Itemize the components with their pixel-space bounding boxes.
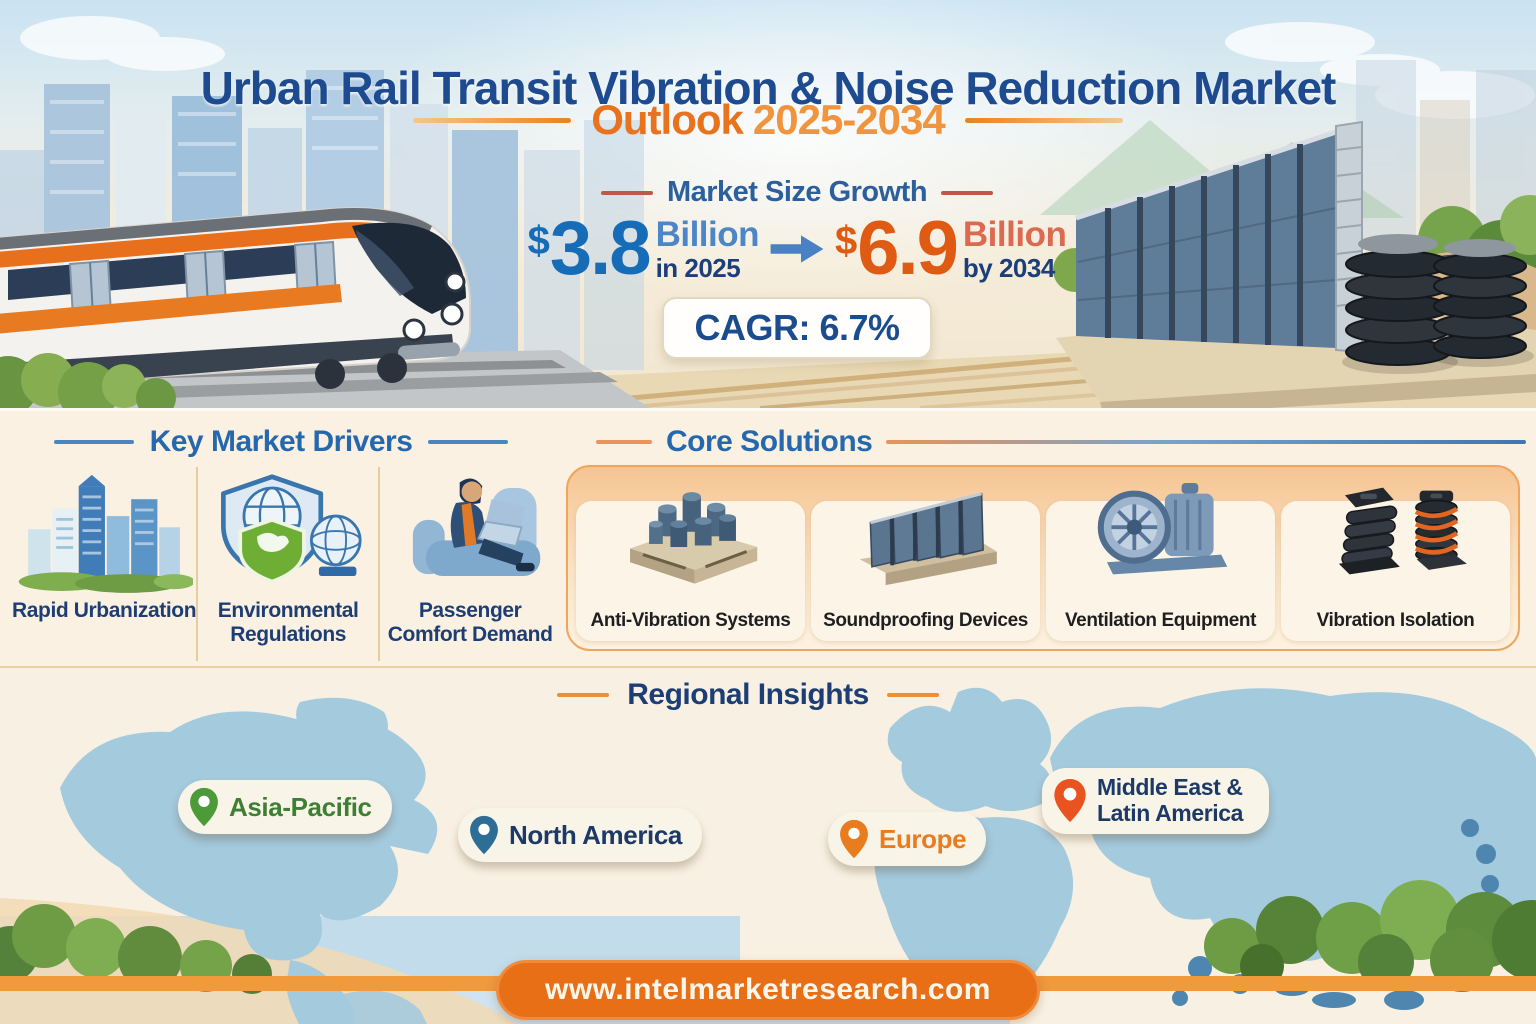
period-2034: by 2034 — [962, 253, 1055, 284]
solution-ventilation: Ventilation Equipment — [1046, 483, 1275, 641]
value-2034: $6.9 — [835, 211, 959, 287]
market-size-panel: Market Size Growth $3.8 Billion in 2025 … — [528, 176, 1067, 360]
solution-anti-vibration: Anti-Vibration Systems — [576, 492, 805, 641]
driver-label: Passenger Comfort Demand — [387, 599, 553, 646]
region-label: North America — [509, 819, 682, 850]
solutions-heading: Core Solutions — [666, 425, 873, 458]
driver-environmental-regulations: Environmental Regulations — [196, 467, 378, 661]
solution-label: Ventilation Equipment — [1064, 610, 1257, 631]
sound-barrier-wall — [1075, 120, 1363, 354]
subtitle-row: Outlook 2025-2034 — [0, 96, 1536, 144]
unit-2025: Billion — [655, 215, 760, 255]
drivers-heading: Key Market Drivers — [149, 425, 413, 458]
heading-left-dash — [557, 693, 610, 697]
solutions-heading-row: Core Solutions — [562, 425, 1526, 459]
heading-left-dash — [596, 440, 652, 444]
drivers-row: Rapid Urbanization — [12, 467, 558, 661]
page-title: Urban Rail Transit Vibration & Noise Red… — [200, 61, 1337, 114]
value-2034-number: 6.9 — [857, 206, 959, 291]
isolation-springs — [1342, 234, 1534, 374]
regional-heading-row: Regional Insights — [0, 678, 1496, 712]
region-label: Middle East & Latin America — [1097, 774, 1244, 826]
shield-globe-icon — [221, 474, 362, 584]
subtitle-outlook: Outlook — [591, 96, 744, 143]
map-pin-icon — [470, 815, 498, 855]
hero-illustration — [0, 16, 1536, 408]
market-value-2025: $3.8 Billion in 2025 — [527, 211, 760, 287]
currency-symbol: $ — [835, 219, 858, 263]
solution-soundproofing: Soundproofing Devices — [811, 492, 1040, 641]
anti-vibration-blocks-icon — [629, 492, 757, 584]
heading-right-dash — [428, 440, 509, 444]
region-pill-north-america: North America — [458, 808, 702, 862]
subtitle-text: Outlook 2025-2034 — [591, 96, 946, 144]
region-label: Europe — [879, 823, 967, 854]
map-pin-icon — [190, 787, 218, 827]
isolation-springs-icon — [1338, 487, 1467, 575]
regional-section: Regional Insights Asia-Pacific North Ame… — [0, 666, 1536, 1024]
city-skyline-icon — [18, 474, 194, 593]
hero-section: Urban Rail Transit Vibration & Noise Red… — [0, 0, 1536, 408]
driver-label: Environmental Regulations — [217, 599, 359, 646]
heading-right-dash — [886, 693, 939, 697]
sound-barrier-icon — [859, 492, 997, 586]
subtitle-right-line — [964, 117, 1123, 123]
solution-label: Vibration Isolation — [1316, 610, 1475, 631]
solution-label: Anti-Vibration Systems — [590, 610, 791, 631]
passenger-laptop-icon — [412, 478, 541, 577]
value-2025: $3.8 — [527, 211, 652, 287]
cagr-badge: CAGR: 6.7% — [662, 297, 932, 360]
region-pill-europe: Europe — [828, 812, 987, 866]
region-pill-asia-pacific: Asia-Pacific — [178, 780, 392, 834]
region-label: Asia-Pacific — [229, 791, 372, 822]
market-values-row: $3.8 Billion in 2025 $6.9 Billion by 203… — [528, 211, 1067, 287]
market-size-heading: Market Size Growth — [666, 176, 928, 208]
ventilation-fan-icon — [1097, 483, 1227, 575]
drivers-heading-row: Key Market Drivers — [0, 425, 562, 459]
period-2025: in 2025 — [655, 253, 741, 284]
map-pin-icon — [1054, 779, 1086, 823]
heading-left-dash — [600, 190, 653, 195]
region-pill-middle-east-latin-america: Middle East & Latin America — [1042, 768, 1269, 834]
value-2025-meta: Billion in 2025 — [655, 215, 760, 284]
heading-right-dash — [941, 190, 994, 195]
driver-passenger-comfort: Passenger Comfort Demand — [378, 467, 560, 661]
bushes-left — [0, 353, 176, 408]
regional-heading: Regional Insights — [627, 678, 869, 711]
solution-label: Soundproofing Devices — [823, 610, 1028, 631]
growth-arrow-icon — [770, 235, 824, 263]
train-illustration — [0, 207, 471, 390]
market-value-2034: $6.9 Billion by 2034 — [835, 211, 1067, 287]
map-pin-icon — [840, 819, 868, 859]
currency-symbol: $ — [527, 219, 550, 263]
market-size-heading-row: Market Size Growth — [560, 176, 1034, 209]
subtitle-years: 2025-2034 — [752, 96, 946, 143]
unit-2034: Billion — [962, 215, 1067, 255]
core-solutions: Core Solutions — [562, 411, 1536, 669]
driver-label: Rapid Urbanization — [12, 599, 197, 622]
website-url[interactable]: www.intelmarketresearch.com — [496, 960, 1040, 1020]
value-2025-number: 3.8 — [549, 206, 652, 291]
solution-vibration-isolation: Vibration Isolation — [1281, 487, 1510, 641]
mid-section: Key Market Drivers — [0, 408, 1536, 666]
subtitle-left-line — [413, 117, 572, 123]
solutions-panel: Anti-Vibration Systems — [566, 465, 1520, 651]
driver-rapid-urbanization: Rapid Urbanization — [12, 467, 197, 661]
heading-right-line — [886, 440, 1526, 444]
trees-bottom-right — [1204, 880, 1536, 992]
value-2034-meta: Billion by 2034 — [962, 215, 1067, 284]
key-market-drivers: Key Market Drivers — [0, 411, 562, 669]
heading-left-dash — [53, 440, 134, 444]
